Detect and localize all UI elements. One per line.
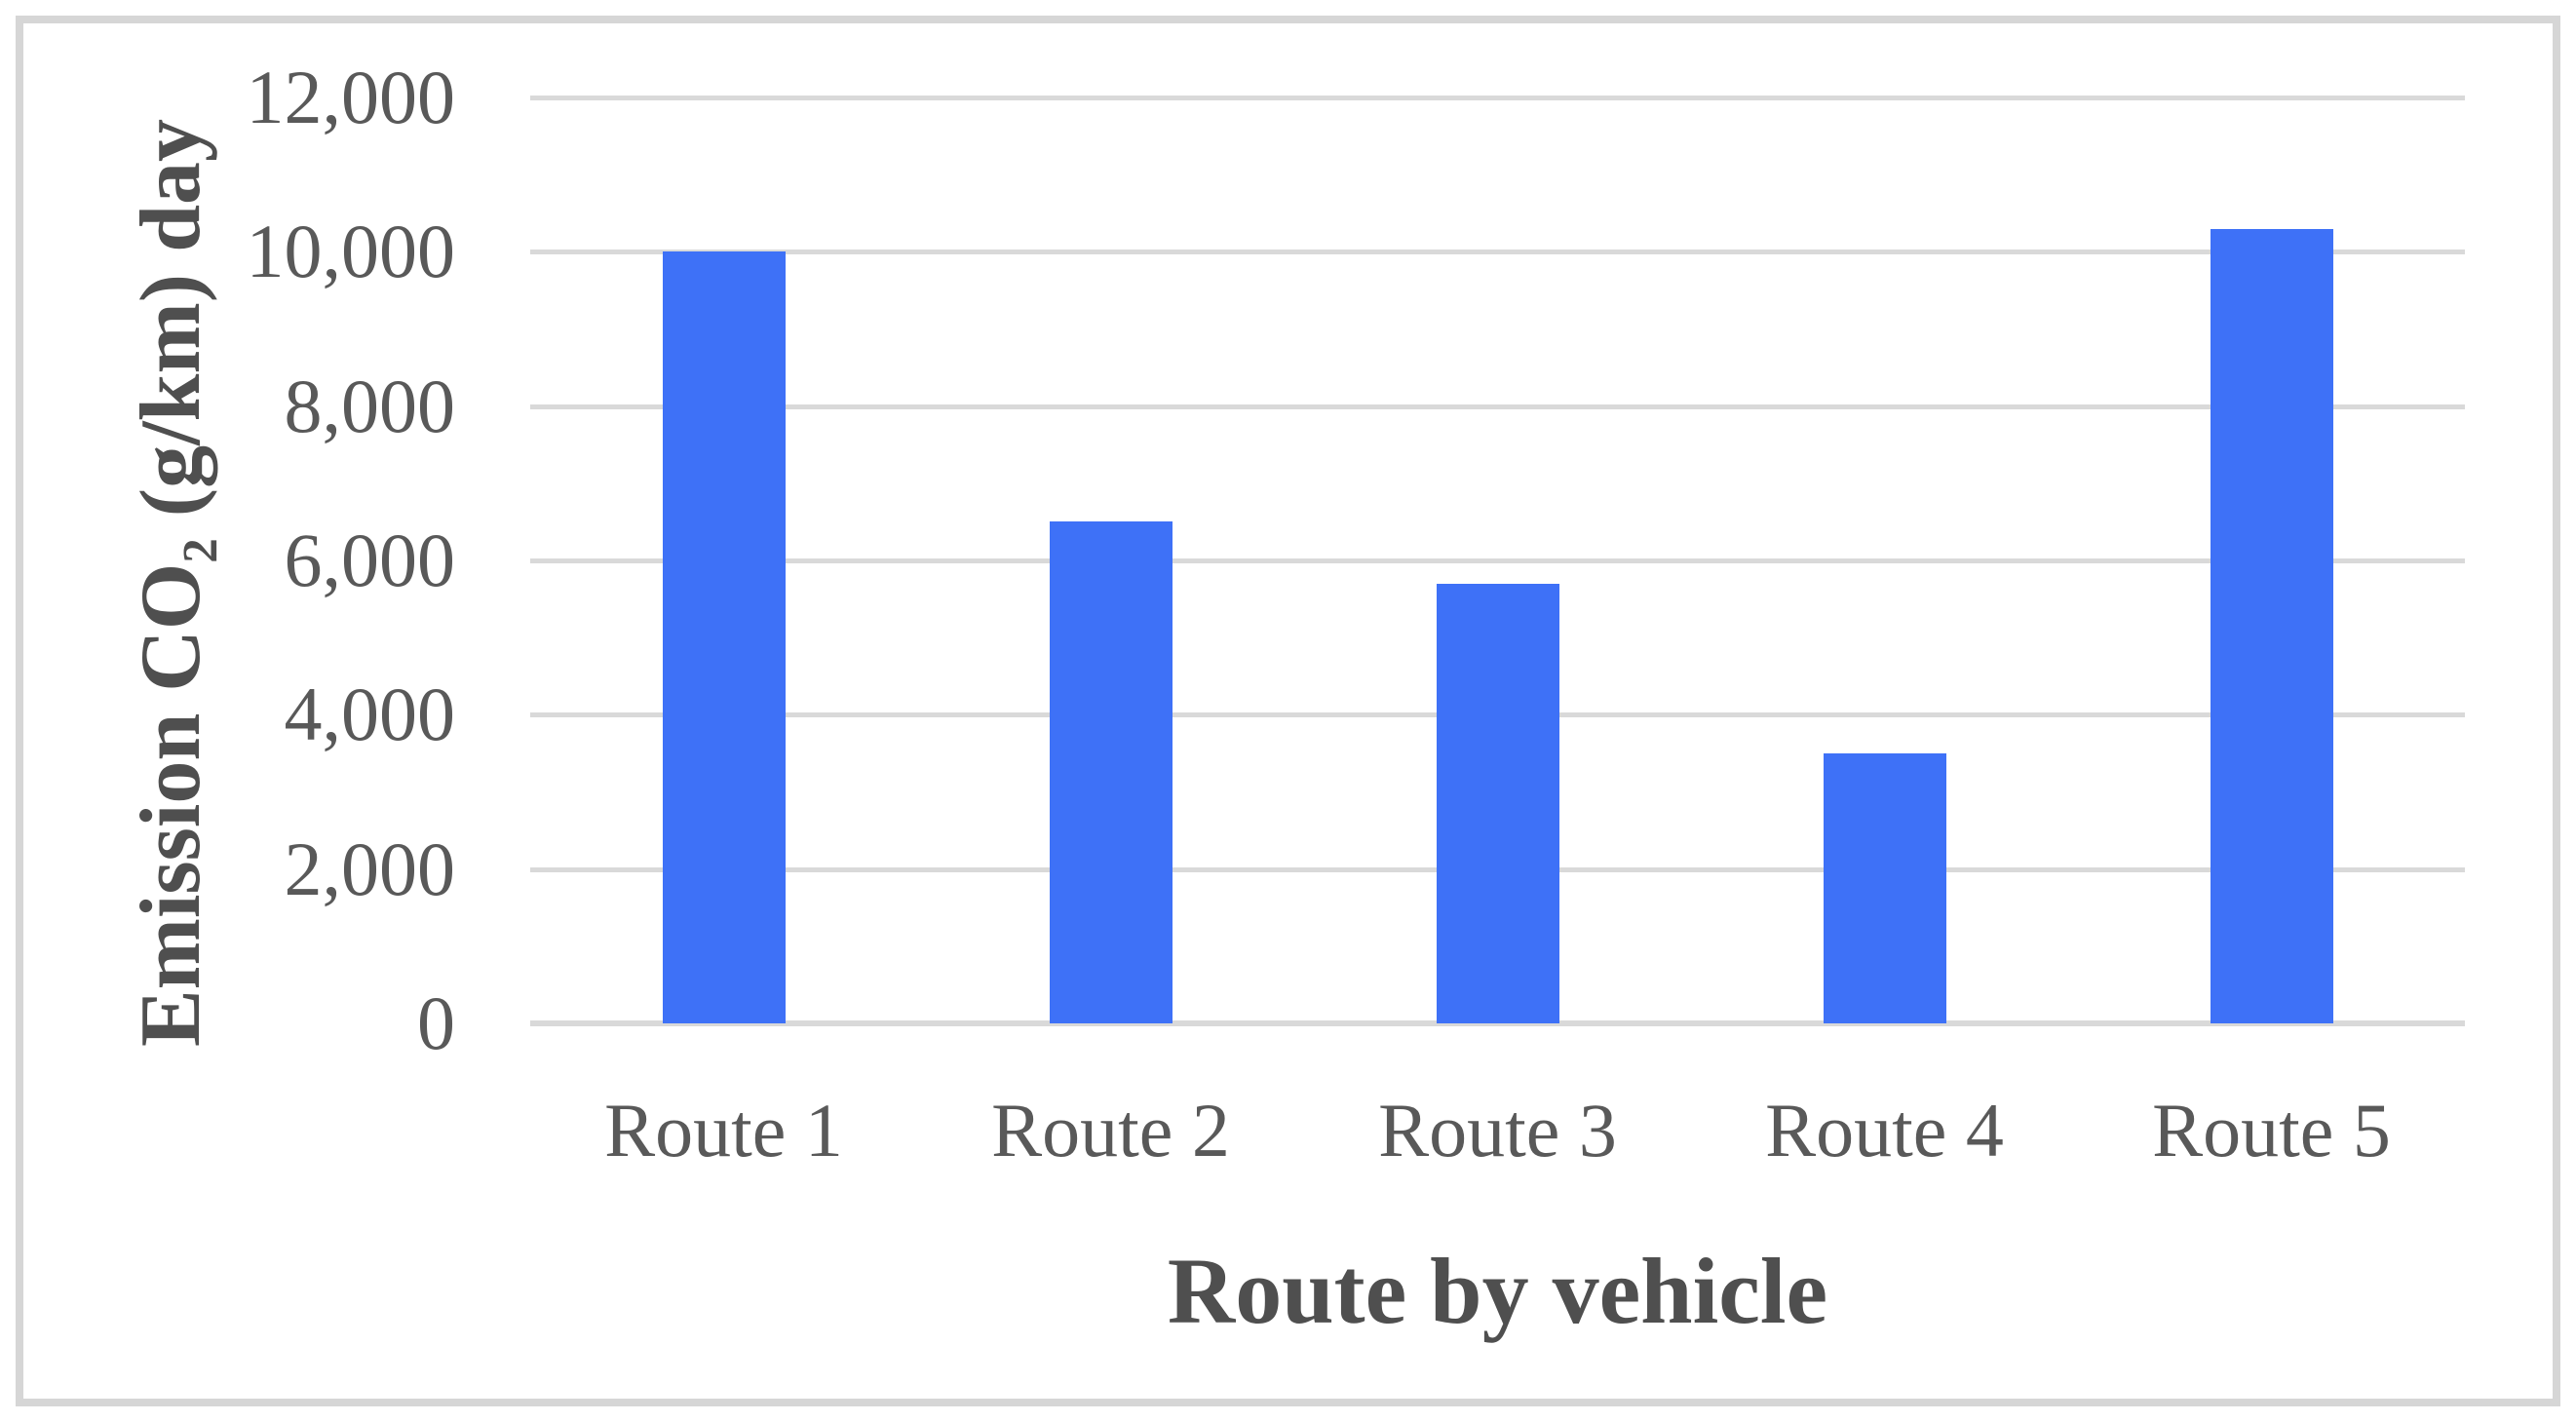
y-tick-label: 2,000 bbox=[284, 826, 456, 911]
bar-route-5 bbox=[2210, 228, 2333, 1023]
bar-route-3 bbox=[1436, 583, 1559, 1023]
gridline-0 bbox=[530, 1020, 2465, 1026]
bar-route-2 bbox=[1049, 521, 1173, 1023]
bar-route-1 bbox=[662, 251, 786, 1023]
y-tick-label: 0 bbox=[417, 980, 455, 1065]
y-tick-label: 10,000 bbox=[246, 209, 456, 294]
x-tick-label: Route 2 bbox=[991, 1088, 1230, 1172]
x-tick-label: Route 5 bbox=[2152, 1088, 2391, 1172]
bar-route-4 bbox=[1823, 752, 1946, 1023]
x-tick-label: Route 4 bbox=[1765, 1088, 2004, 1172]
y-axis-title: Emission CO2 (g/km) day bbox=[124, 119, 229, 1047]
gridline-6,000 bbox=[530, 558, 2465, 563]
y-axis-title-subscript: 2 bbox=[173, 538, 229, 563]
gridline-12,000 bbox=[530, 96, 2465, 100]
y-axis-title-suffix: (g/km) day bbox=[124, 118, 218, 539]
gridline-8,000 bbox=[530, 404, 2465, 409]
x-tick-label: Route 3 bbox=[1378, 1088, 1617, 1172]
x-tick-label: Route 1 bbox=[604, 1088, 843, 1172]
gridline-10,000 bbox=[530, 250, 2465, 255]
figure-border bbox=[16, 16, 2560, 1406]
y-tick-label: 8,000 bbox=[284, 363, 456, 448]
y-tick-label: 4,000 bbox=[284, 672, 456, 757]
x-axis-title: Route by vehicle bbox=[1167, 1239, 1828, 1343]
y-axis-title-prefix: Emission CO bbox=[124, 562, 218, 1048]
y-tick-label: 6,000 bbox=[284, 518, 456, 602]
y-tick-label: 12,000 bbox=[246, 55, 456, 139]
